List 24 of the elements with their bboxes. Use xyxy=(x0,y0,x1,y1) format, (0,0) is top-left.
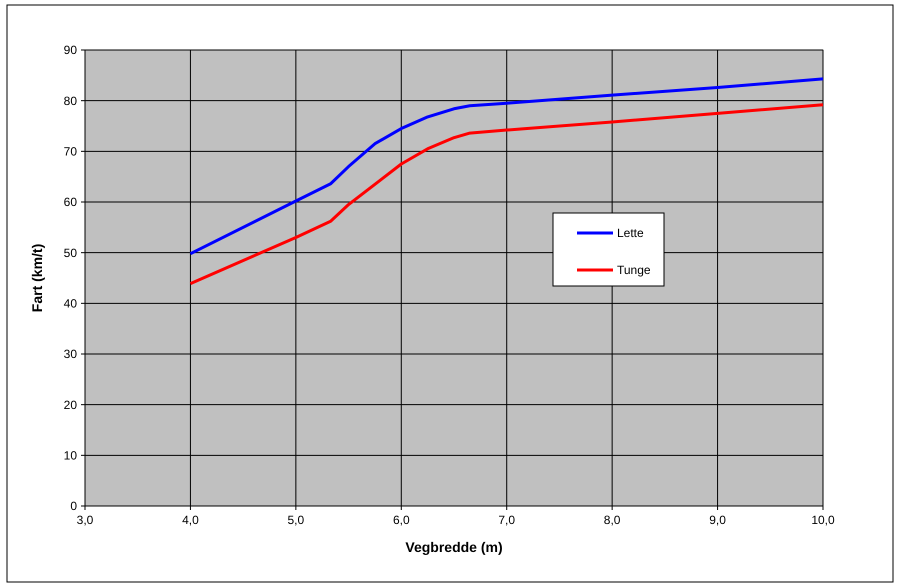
y-axis-title: Fart (km/t) xyxy=(29,244,45,312)
legend-label: Tunge xyxy=(617,263,651,278)
x-tick-label: 4,0 xyxy=(182,513,200,527)
y-tick-label: 10 xyxy=(64,448,78,463)
x-tick-label: 9,0 xyxy=(709,513,726,527)
y-tick-label: 60 xyxy=(64,195,78,210)
y-tick-label: 80 xyxy=(64,94,78,108)
x-tick-label: 6,0 xyxy=(392,513,410,527)
x-tick-label: 8,0 xyxy=(604,513,621,527)
y-tick-label: 70 xyxy=(64,144,78,159)
y-tick-label: 30 xyxy=(64,347,78,362)
x-tick-label: 7,0 xyxy=(498,513,516,527)
x-axis-title: Vegbredde (m) xyxy=(405,539,503,555)
line-series xyxy=(188,103,824,286)
y-tick-label: 40 xyxy=(64,296,78,311)
y-tick-label: 20 xyxy=(64,398,78,412)
line-series xyxy=(188,77,824,256)
y-tick-label: 50 xyxy=(64,246,78,260)
x-tick-label: 3,0 xyxy=(76,513,94,527)
x-tick-label: 10,0 xyxy=(811,513,835,527)
legend-label: Lette xyxy=(617,226,644,240)
y-tick-label: 90 xyxy=(64,43,78,58)
y-tick-label: 0 xyxy=(70,499,78,514)
x-tick-label: 5,0 xyxy=(288,513,305,527)
